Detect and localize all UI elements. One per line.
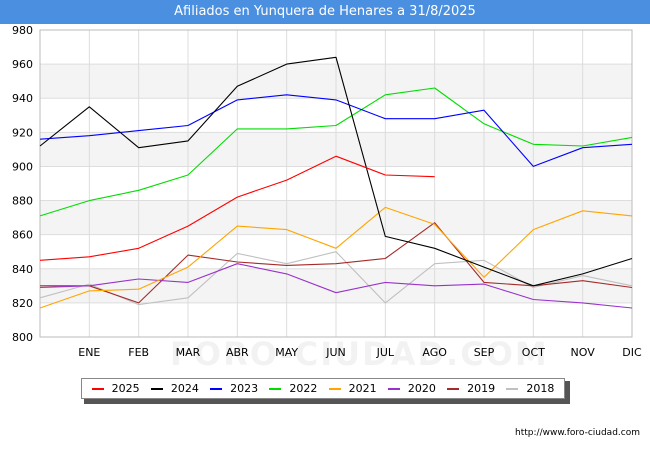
x-tick-label: MAR <box>176 346 201 359</box>
legend-swatch <box>269 387 282 390</box>
series-line-2022 <box>39 87 633 217</box>
y-tick-label: 880 <box>12 195 33 208</box>
legend-label: 2024 <box>170 382 199 395</box>
plot-frame <box>39 29 633 338</box>
x-tick-label: SEP <box>474 346 495 359</box>
legend-item-2018: 2018 <box>506 382 554 395</box>
x-tick-label: ABR <box>226 346 249 359</box>
legend-label: 2018 <box>526 382 555 395</box>
legend-label: 2019 <box>467 382 496 395</box>
x-tick-label: NOV <box>571 346 596 359</box>
watermark: FORO-CIUDAD.COM <box>170 335 549 373</box>
legend-swatch <box>506 387 519 390</box>
series-line-2023 <box>39 94 633 167</box>
legend-swatch <box>328 387 341 390</box>
y-tick-label: 960 <box>12 58 33 71</box>
legend-item-2021: 2021 <box>328 382 377 395</box>
series-line-2018 <box>39 251 633 306</box>
legend-item-2023: 2023 <box>210 382 258 395</box>
legend-item-2020: 2020 <box>387 382 436 395</box>
chart-title: Afiliados en Yunquera de Henares a 31/8/… <box>0 0 650 24</box>
x-tick-label: JUN <box>325 346 346 359</box>
y-tick-label: 980 <box>12 24 33 37</box>
x-tick-label: AGO <box>422 346 447 359</box>
y-tick-label: 820 <box>12 297 33 310</box>
legend-label: 2022 <box>289 382 318 395</box>
y-tick-label: 940 <box>12 92 33 105</box>
legend-label: 2023 <box>230 382 259 395</box>
series-line-2025 <box>39 155 435 261</box>
legend-item-2022: 2022 <box>269 382 317 395</box>
y-tick-label: 900 <box>12 160 33 173</box>
x-tick-label: JUL <box>376 346 395 359</box>
y-tick-label: 860 <box>12 229 33 242</box>
legend-swatch <box>210 387 223 390</box>
legend-label: 2020 <box>407 382 436 395</box>
x-tick-label: MAY <box>275 346 298 359</box>
y-tick-label: 800 <box>12 331 33 344</box>
legend: 2025 2024 2023 2022 2021 2020 2019 2018 <box>81 378 565 399</box>
x-tick-label: FEB <box>128 346 149 359</box>
y-tick-label: 840 <box>12 263 33 276</box>
x-tick-label: DIC <box>622 346 642 359</box>
series-line-2024 <box>39 56 633 287</box>
series-line-2021 <box>39 206 633 309</box>
legend-swatch <box>447 387 460 390</box>
legend-swatch <box>91 387 104 390</box>
legend-item-2019: 2019 <box>447 382 495 395</box>
legend-label: 2021 <box>348 382 377 395</box>
legend-label: 2025 <box>111 382 140 395</box>
legend-item-2025: 2025 <box>91 382 140 395</box>
legend-swatch <box>387 387 400 390</box>
legend-item-2024: 2024 <box>150 382 199 395</box>
source-credit: http://www.foro-ciudad.com <box>515 428 640 438</box>
x-tick-label: ENE <box>78 346 100 359</box>
x-tick-label: OCT <box>522 346 545 359</box>
legend-swatch <box>150 387 163 390</box>
y-tick-label: 920 <box>12 126 33 139</box>
series-line-2020 <box>39 263 633 309</box>
